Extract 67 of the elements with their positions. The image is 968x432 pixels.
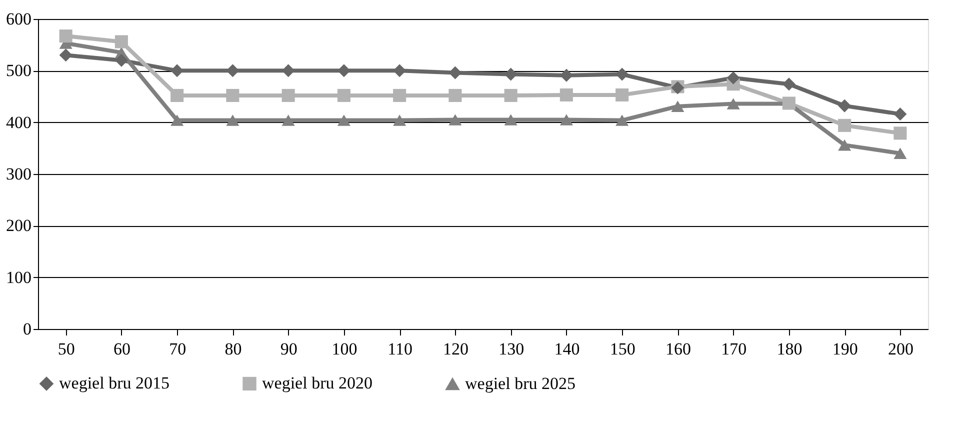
legend-label: wegiel bru 2015 (59, 374, 170, 393)
point (282, 114, 295, 126)
point (393, 114, 406, 126)
point (616, 114, 629, 126)
y-tick-label: 300 (6, 164, 32, 184)
point (894, 126, 907, 140)
point (838, 139, 852, 151)
point (726, 71, 740, 84)
point (170, 114, 184, 126)
point (894, 108, 907, 121)
point (393, 88, 406, 102)
point (114, 54, 128, 67)
y-tick-label: 0 (23, 320, 32, 338)
point (337, 114, 350, 126)
x-tick-label: 140 (554, 340, 580, 358)
point (226, 88, 240, 102)
point (504, 68, 518, 81)
point (226, 114, 240, 126)
x-tick-label: 100 (332, 340, 358, 358)
legend-label: wegiel bru 2020 (262, 374, 372, 393)
point (226, 64, 240, 78)
point (504, 114, 518, 126)
point (726, 98, 740, 110)
point (560, 114, 573, 126)
point (560, 88, 573, 102)
x-tick-label: 160 (665, 340, 691, 358)
x-tick-label: 110 (388, 340, 412, 358)
point (337, 88, 350, 102)
point (560, 68, 573, 82)
point (838, 99, 852, 112)
x-tick-label: 190 (832, 340, 858, 358)
x-tick-label: 170 (721, 340, 747, 358)
x-tick-label: 90 (280, 340, 298, 358)
y-tick-label: 600 (6, 10, 32, 28)
x-tick-label: 150 (610, 340, 636, 358)
point (838, 118, 852, 132)
point (616, 88, 629, 102)
point (448, 114, 462, 126)
point (170, 88, 184, 102)
y-tick-label: 400 (6, 112, 32, 132)
point (393, 64, 406, 78)
x-tick-label: 200 (888, 340, 914, 358)
point (616, 68, 629, 81)
x-tick-label: 70 (169, 340, 186, 358)
x-tick-label: 50 (58, 340, 75, 358)
point (782, 78, 796, 91)
y-tick-label: 100 (6, 268, 32, 287)
legend-label: wegiel bru 2025 (465, 374, 576, 394)
point (448, 66, 462, 80)
point (282, 64, 295, 78)
x-tick-label: 130 (498, 340, 524, 358)
x-tick-label: 60 (113, 340, 130, 358)
y-tick-label: 200 (6, 216, 32, 236)
point (671, 100, 684, 112)
point (59, 30, 72, 43)
y-tick-label: 500 (6, 61, 32, 80)
point (337, 64, 350, 78)
x-tick-label: 120 (442, 340, 468, 358)
x-tick-label: 80 (224, 340, 242, 358)
point (170, 64, 184, 78)
x-tick-label: 180 (776, 340, 802, 358)
point (282, 88, 295, 102)
point (448, 88, 462, 102)
point (114, 35, 128, 48)
point (59, 48, 72, 62)
point (894, 148, 907, 159)
point (504, 88, 518, 102)
